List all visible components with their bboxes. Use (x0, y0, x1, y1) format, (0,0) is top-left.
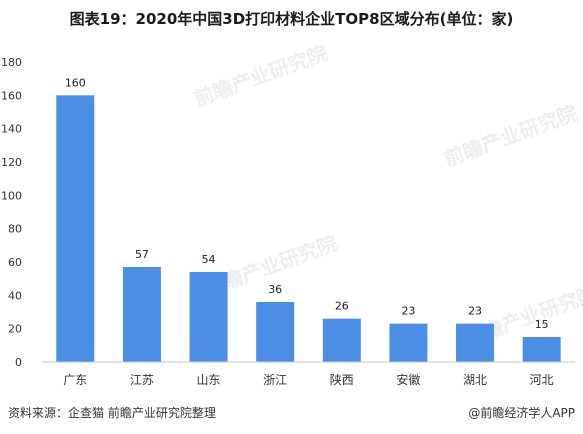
y-tick-label: 140 (1, 123, 22, 136)
data-label: 23 (468, 305, 482, 318)
bars: 160 57 54 36 26 23 23 15 (56, 76, 561, 362)
bar (56, 95, 95, 362)
brand-credit: @前瞻经济学人APP (468, 406, 575, 420)
y-tick-label: 120 (1, 156, 22, 169)
x-tick-label: 江苏 (130, 373, 154, 387)
x-axis: 广东 江苏 山东 浙江 陕西 安徽 湖北 河北 (42, 361, 575, 387)
x-tick-label: 浙江 (263, 373, 287, 387)
data-label: 160 (65, 76, 86, 89)
y-tick-label: 40 (8, 289, 22, 302)
bar (256, 302, 295, 362)
data-label: 54 (202, 253, 216, 266)
y-tick-label: 20 (8, 323, 22, 336)
x-tick-label: 河北 (530, 373, 554, 387)
y-tick-label: 60 (8, 256, 22, 269)
x-tick-label: 广东 (63, 373, 87, 387)
y-axis: 0 20 40 60 80 100 120 140 160 180 (1, 56, 22, 369)
data-label: 23 (401, 305, 415, 318)
x-tick-label: 湖北 (463, 372, 487, 387)
y-tick-label: 80 (8, 223, 22, 236)
y-tick-label: 0 (15, 356, 22, 369)
bar (322, 318, 361, 362)
bar (389, 323, 428, 362)
data-label: 36 (268, 283, 282, 296)
data-label: 26 (335, 300, 349, 313)
bar (522, 337, 561, 362)
x-tick-label: 山东 (197, 373, 221, 387)
chart-title: 图表19：2020年中国3D打印材料企业TOP8区域分布(单位：家) (69, 10, 514, 28)
bar (122, 267, 161, 362)
y-tick-label: 100 (1, 189, 22, 202)
data-label: 57 (135, 248, 149, 261)
x-tick-label: 安徽 (396, 372, 420, 387)
y-tick-label: 180 (1, 56, 22, 69)
bar (456, 323, 495, 362)
y-tick-label: 160 (1, 89, 22, 102)
source-note: 资料来源：企查猫 前瞻产业研究院整理 (8, 406, 216, 420)
bar (189, 272, 228, 362)
x-tick-label: 陕西 (330, 372, 354, 387)
data-label: 15 (535, 318, 549, 331)
bar-chart: 0 20 40 60 80 100 120 140 160 180 160 57 54 36 26 23 23… (1, 56, 575, 387)
